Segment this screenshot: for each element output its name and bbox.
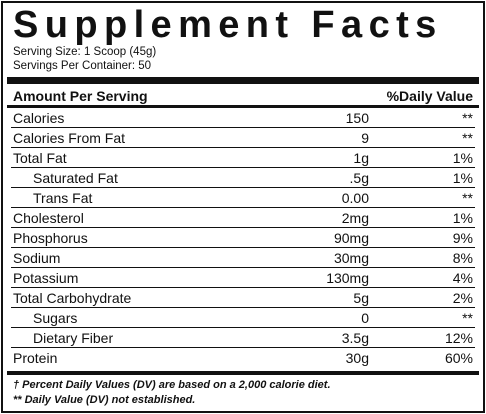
header-divider <box>7 105 479 108</box>
servings-per-container: Servings Per Container: 50 <box>13 60 152 72</box>
nutrient-amount: 0 <box>361 310 369 326</box>
daily-value-label: %Daily Value <box>386 88 473 104</box>
nutrient-daily-value: 1% <box>452 210 473 226</box>
nutrient-amount: 90mg <box>333 230 369 246</box>
nutrient-amount: 9 <box>361 130 369 146</box>
nutrient-row: Calories From Fat 9 ** <box>11 128 475 148</box>
nutrient-row: Saturated Fat .5g 1% <box>11 168 475 188</box>
footnote-dv-not-established: ** Daily Value (DV) not established. <box>13 394 196 406</box>
nutrient-row: Sodium 30mg 8% <box>11 248 475 268</box>
nutrient-name: Potassium <box>13 270 79 286</box>
nutrient-daily-value: 1% <box>452 150 473 166</box>
nutrient-row: Phosphorus 90mg 9% <box>11 228 475 248</box>
nutrient-row: Sugars 0 ** <box>11 308 475 328</box>
nutrient-daily-value: 2% <box>452 290 473 306</box>
nutrient-daily-value: ** <box>462 110 473 126</box>
nutrient-name: Dietary Fiber <box>33 330 114 346</box>
nutrient-name: Cholesterol <box>13 210 84 226</box>
nutrient-daily-value: ** <box>462 310 473 326</box>
nutrient-row: Trans Fat 0.00 ** <box>11 188 475 208</box>
amount-per-serving-label: Amount Per Serving <box>13 88 148 104</box>
nutrient-amount: 1g <box>353 150 369 166</box>
nutrient-name: Calories <box>13 110 65 126</box>
nutrient-daily-value: ** <box>462 190 473 206</box>
nutrient-amount: 5g <box>353 290 369 306</box>
nutrient-row: Dietary Fiber 3.5g 12% <box>11 328 475 348</box>
nutrient-amount: 0.00 <box>341 190 369 206</box>
nutrient-name: Sugars <box>33 310 78 326</box>
nutrient-daily-value: 60% <box>444 350 473 366</box>
nutrient-row: Total Fat 1g 1% <box>11 148 475 168</box>
nutrient-name: Phosphorus <box>13 230 88 246</box>
nutrient-name: Total Carbohydrate <box>13 290 132 306</box>
nutrient-table: Calories 150 ** Calories From Fat 9 ** T… <box>11 108 475 368</box>
nutrient-name: Trans Fat <box>33 190 93 206</box>
bottom-divider <box>7 371 479 375</box>
nutrient-amount: 30g <box>345 350 369 366</box>
nutrient-row: Cholesterol 2mg 1% <box>11 208 475 228</box>
nutrient-name: Protein <box>13 350 58 366</box>
nutrient-row: Total Carbohydrate 5g 2% <box>11 288 475 308</box>
nutrient-name: Saturated Fat <box>33 170 118 186</box>
nutrient-amount: .5g <box>349 170 369 186</box>
nutrient-daily-value: 12% <box>444 330 473 346</box>
nutrient-daily-value: ** <box>462 130 473 146</box>
nutrient-amount: 30mg <box>333 250 369 266</box>
nutrient-daily-value: 9% <box>452 230 473 246</box>
nutrient-daily-value: 1% <box>452 170 473 186</box>
thick-divider <box>7 77 479 84</box>
nutrient-name: Calories From Fat <box>13 130 126 146</box>
footnote-percent-dv: † Percent Daily Values (DV) are based on… <box>13 379 331 391</box>
column-header: Amount Per Serving %Daily Value <box>11 86 475 106</box>
serving-size: Serving Size: 1 Scoop (45g) <box>13 46 157 58</box>
nutrient-row: Potassium 130mg 4% <box>11 268 475 288</box>
nutrient-amount: 2mg <box>341 210 369 226</box>
nutrient-daily-value: 8% <box>452 250 473 266</box>
nutrient-amount: 3.5g <box>341 330 369 346</box>
nutrient-amount: 150 <box>345 110 369 126</box>
nutrient-row: Protein 30g 60% <box>11 348 475 368</box>
nutrient-name: Sodium <box>13 250 61 266</box>
panel-title: Supplement Facts <box>13 4 443 46</box>
nutrient-daily-value: 4% <box>452 270 473 286</box>
nutrient-name: Total Fat <box>13 150 67 166</box>
nutrient-amount: 130mg <box>326 270 369 286</box>
nutrient-row: Calories 150 ** <box>11 108 475 128</box>
